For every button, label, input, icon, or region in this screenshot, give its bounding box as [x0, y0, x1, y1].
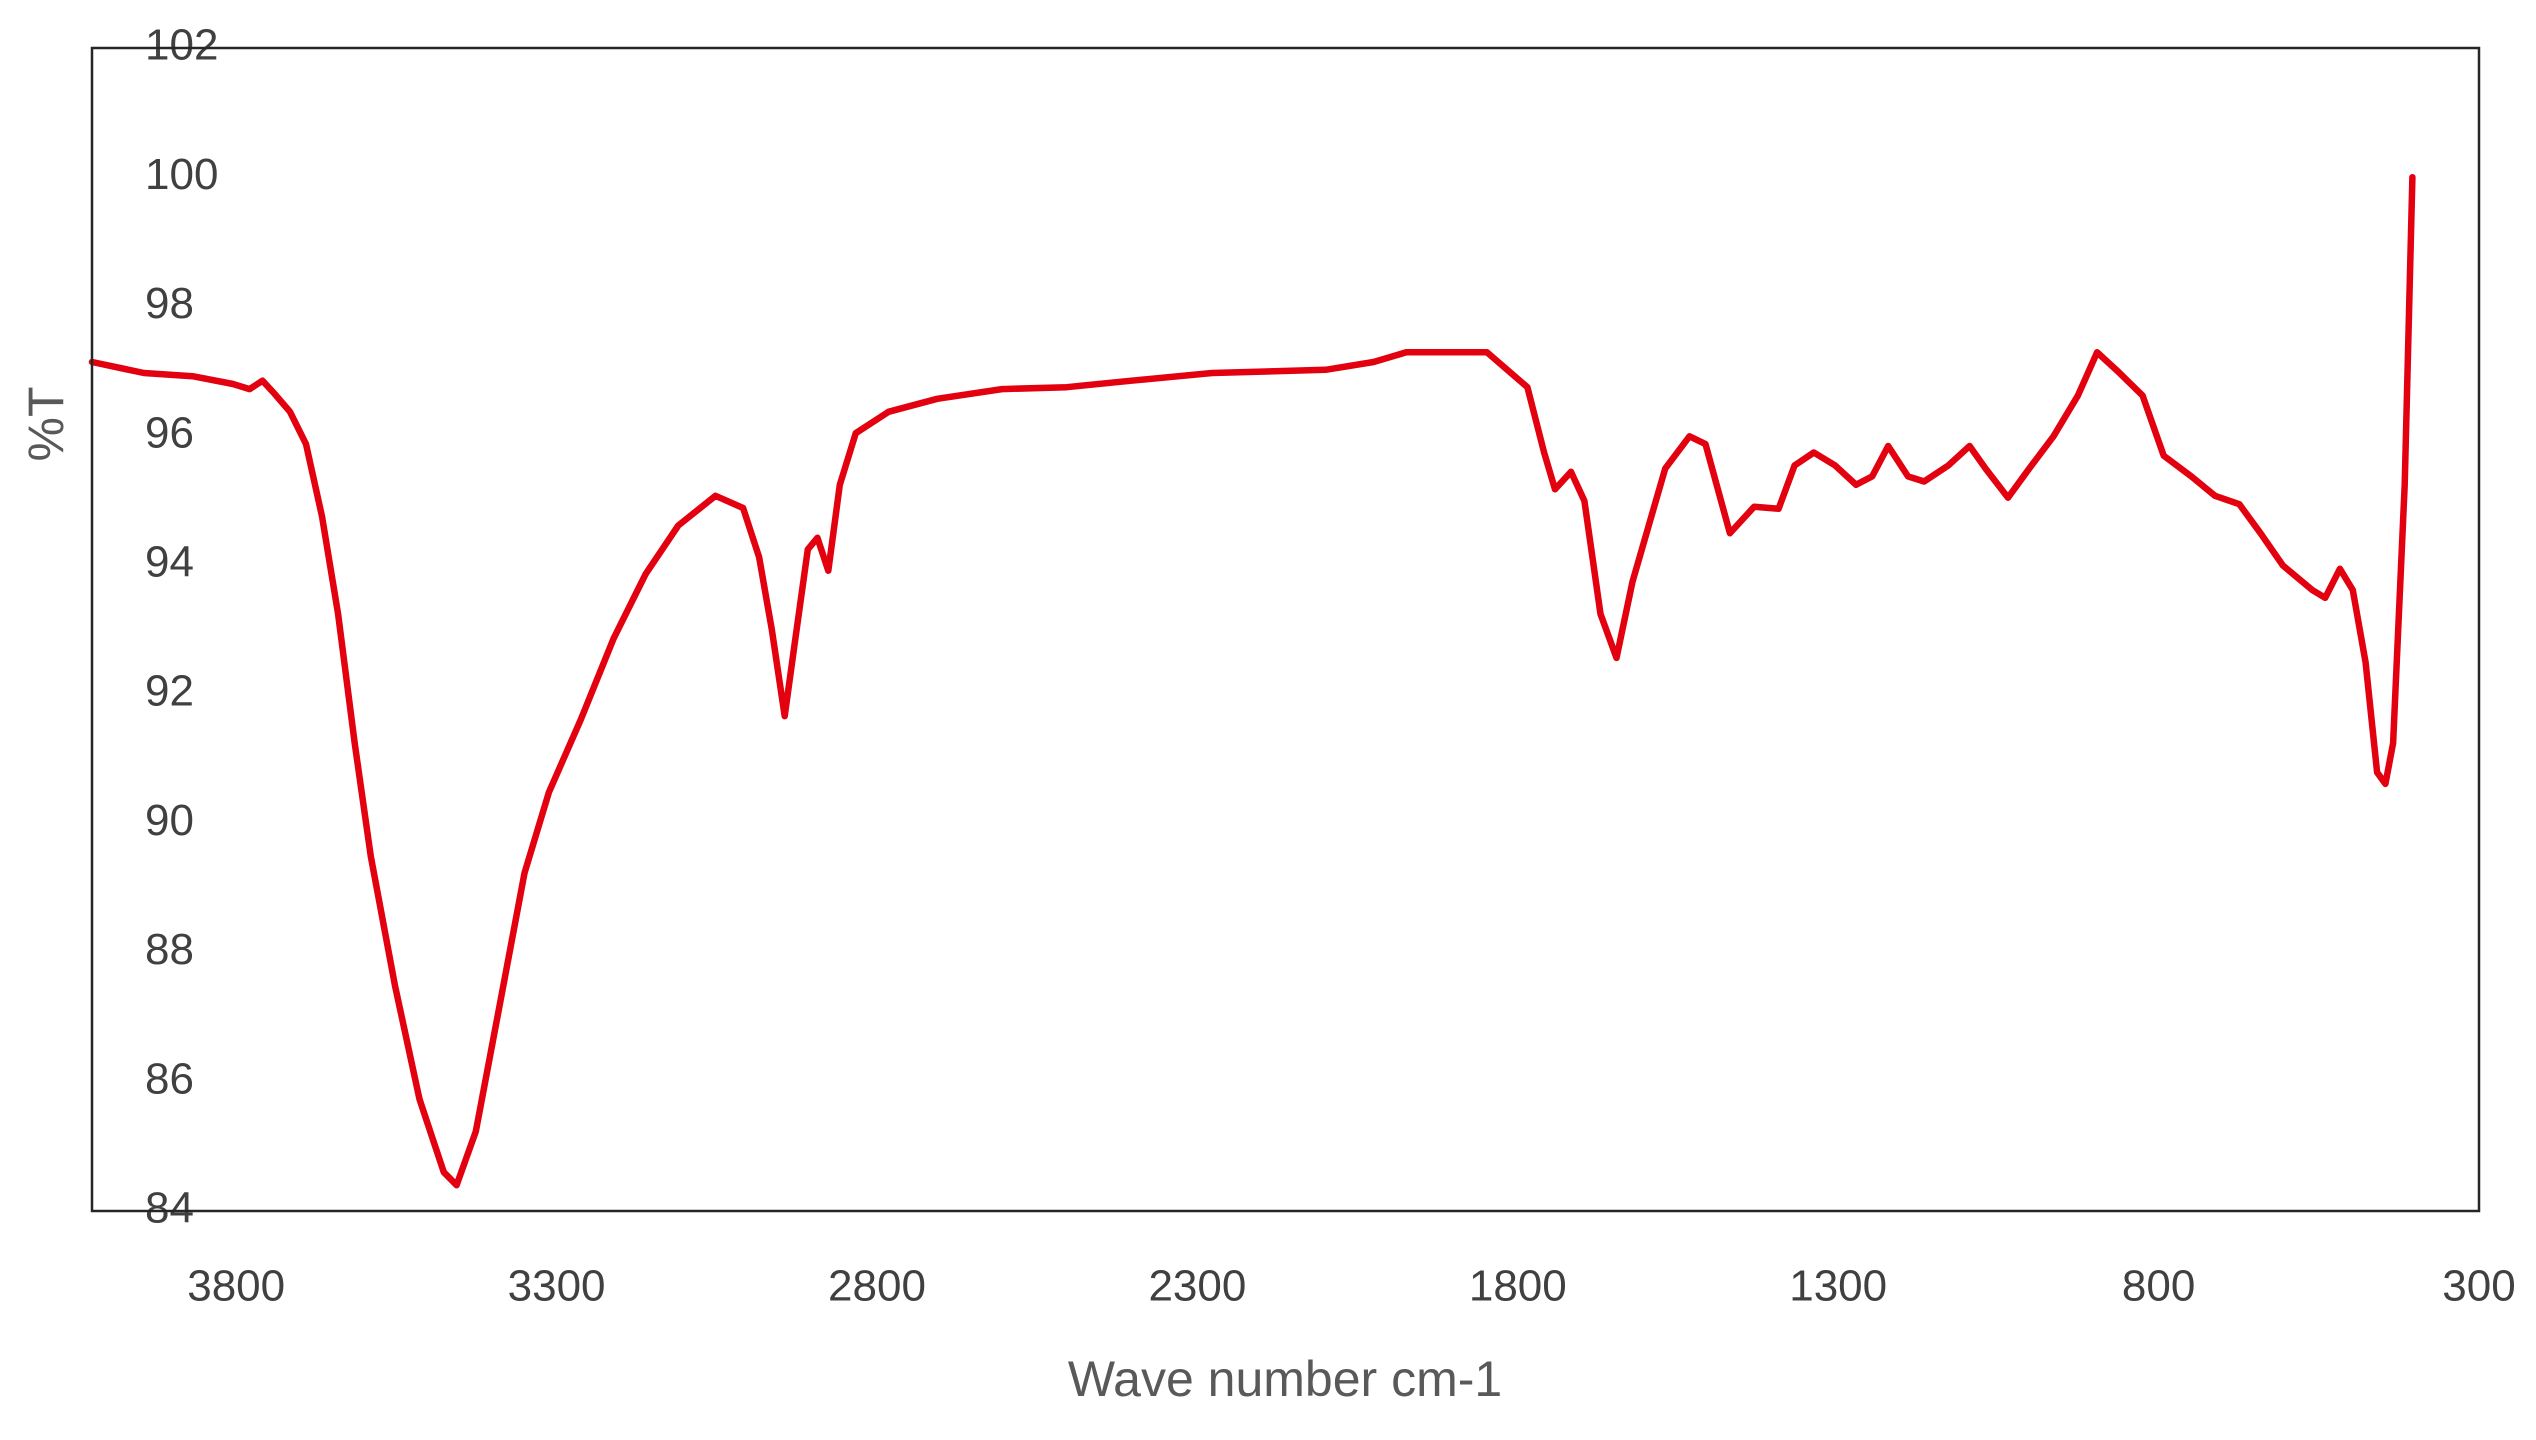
x-tick-label: 2800 — [828, 1262, 926, 1311]
x-tick-label: 800 — [2122, 1262, 2195, 1311]
y-tick-label: 98 — [145, 279, 194, 328]
x-axis-title: Wave number cm-1 — [1068, 1351, 1502, 1407]
x-tick-label: 3300 — [508, 1262, 606, 1311]
x-tick-label: 1300 — [1789, 1262, 1887, 1311]
spectrum-line — [88, 173, 2416, 1189]
x-tick-label: 3800 — [187, 1262, 285, 1311]
plot-frame — [90, 46, 2481, 1213]
y-tick-label: 102 — [145, 21, 218, 70]
y-tick-label: 90 — [145, 796, 194, 845]
y-tick-label: 94 — [145, 538, 194, 587]
y-tick-label: 86 — [145, 1054, 194, 1103]
y-tick-label: 92 — [145, 667, 194, 716]
x-tick-label: 1800 — [1469, 1262, 1567, 1311]
y-tick-label: 88 — [145, 925, 194, 974]
x-tick-label: 2300 — [1148, 1262, 1246, 1311]
y-tick-label: 84 — [145, 1184, 194, 1233]
y-axis-title: %T — [18, 387, 74, 462]
y-tick-label: 100 — [145, 150, 218, 199]
y-tick-label: 96 — [145, 408, 194, 457]
x-tick-label: 300 — [2442, 1262, 2515, 1311]
